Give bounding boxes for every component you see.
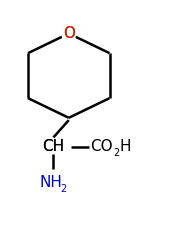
Text: NH: NH	[40, 175, 63, 190]
Text: 2: 2	[61, 184, 67, 194]
Text: H: H	[119, 139, 131, 154]
Circle shape	[62, 25, 76, 42]
Text: O: O	[63, 26, 75, 41]
FancyBboxPatch shape	[38, 139, 69, 156]
Text: O: O	[63, 26, 75, 41]
Text: CO: CO	[90, 139, 113, 154]
Text: CH: CH	[42, 139, 64, 154]
Text: CH: CH	[42, 139, 64, 154]
Text: 2: 2	[113, 148, 119, 158]
